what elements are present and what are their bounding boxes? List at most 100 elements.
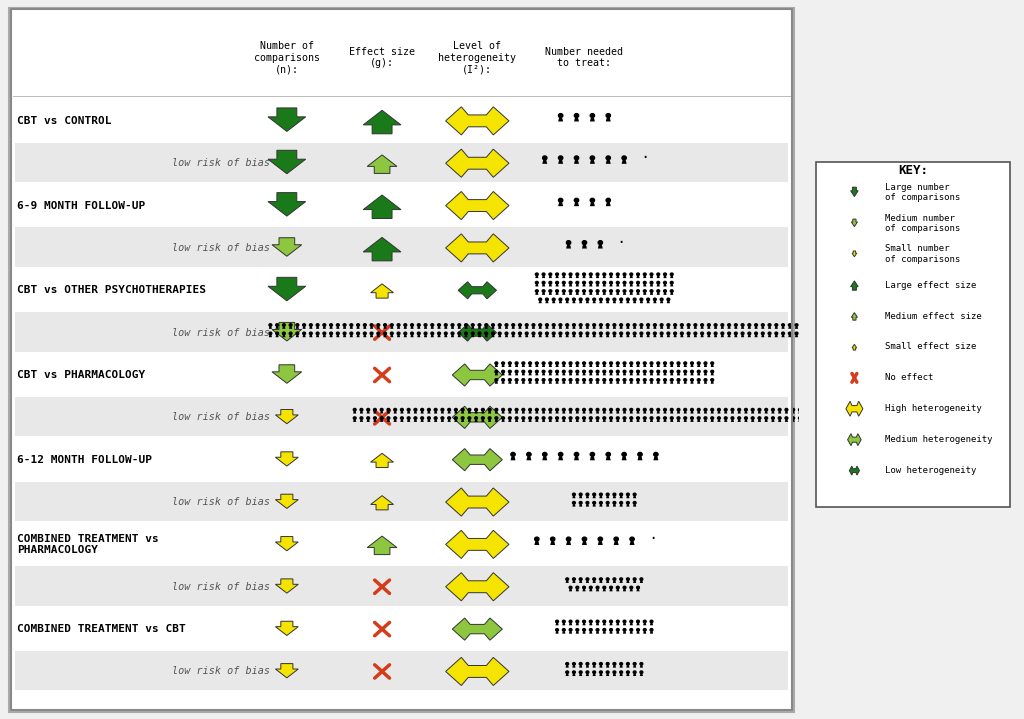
Polygon shape [403,326,407,329]
Circle shape [690,417,693,419]
Circle shape [681,324,683,326]
Circle shape [616,620,620,623]
Text: low risk of bias: low risk of bias [172,158,269,168]
Polygon shape [609,284,612,286]
Circle shape [765,408,768,411]
Circle shape [599,663,602,665]
Circle shape [543,452,547,457]
Circle shape [630,273,633,275]
Polygon shape [609,631,612,633]
Circle shape [609,379,612,381]
Circle shape [690,370,693,372]
Circle shape [593,298,596,301]
Polygon shape [569,623,572,626]
Polygon shape [623,411,626,413]
Circle shape [556,620,558,623]
Polygon shape [852,251,857,257]
Circle shape [471,324,474,326]
Polygon shape [633,580,636,583]
Circle shape [574,198,579,202]
Polygon shape [923,334,927,337]
Polygon shape [851,313,857,320]
Polygon shape [633,495,636,498]
Polygon shape [268,193,306,216]
Circle shape [687,324,690,326]
Circle shape [862,332,865,334]
Circle shape [394,417,396,419]
Polygon shape [424,334,427,337]
Circle shape [569,370,572,372]
Circle shape [650,281,653,284]
Circle shape [562,620,565,623]
Circle shape [624,362,626,365]
Circle shape [796,324,798,326]
Polygon shape [718,419,721,422]
Circle shape [896,324,899,326]
Circle shape [562,379,565,381]
Polygon shape [488,411,492,413]
Circle shape [755,324,758,326]
Polygon shape [633,665,636,668]
Polygon shape [451,334,454,337]
Circle shape [518,332,521,334]
Circle shape [543,156,547,160]
Polygon shape [670,373,674,375]
Circle shape [637,273,639,275]
Circle shape [724,417,727,419]
Text: High heterogeneity: High heterogeneity [885,404,981,413]
Polygon shape [741,326,744,329]
Circle shape [613,332,615,334]
Polygon shape [737,411,740,413]
Polygon shape [690,381,693,384]
Polygon shape [580,580,583,583]
Polygon shape [593,301,596,303]
Polygon shape [876,326,879,329]
Circle shape [580,493,582,495]
Circle shape [562,362,565,365]
Polygon shape [622,160,627,164]
Polygon shape [640,326,643,329]
Polygon shape [593,326,596,329]
Polygon shape [623,365,626,367]
Polygon shape [606,504,609,507]
Circle shape [846,417,849,419]
Polygon shape [609,365,612,367]
Polygon shape [528,411,531,413]
Polygon shape [558,117,563,122]
Polygon shape [869,326,872,329]
Circle shape [528,362,531,365]
Polygon shape [646,301,650,303]
Circle shape [748,324,751,326]
Polygon shape [909,326,912,329]
Circle shape [590,273,592,275]
Polygon shape [606,674,609,676]
Polygon shape [795,326,798,329]
Circle shape [771,417,774,419]
Polygon shape [690,419,693,422]
Polygon shape [650,411,653,413]
Polygon shape [370,326,373,329]
Polygon shape [390,326,393,329]
Circle shape [606,671,609,674]
Polygon shape [437,326,440,329]
Polygon shape [387,419,390,422]
Circle shape [671,408,673,411]
Circle shape [667,324,670,326]
Polygon shape [656,381,659,384]
Polygon shape [589,365,593,367]
Circle shape [671,362,673,365]
Circle shape [650,408,653,411]
Polygon shape [555,623,559,626]
Polygon shape [453,618,503,640]
Polygon shape [549,275,552,278]
Polygon shape [727,334,731,337]
Polygon shape [751,419,755,422]
Polygon shape [572,504,575,507]
Circle shape [705,362,707,365]
Polygon shape [575,589,579,591]
Circle shape [552,332,555,334]
FancyBboxPatch shape [14,651,787,690]
Polygon shape [380,419,383,422]
Polygon shape [515,381,518,384]
Polygon shape [650,381,653,384]
